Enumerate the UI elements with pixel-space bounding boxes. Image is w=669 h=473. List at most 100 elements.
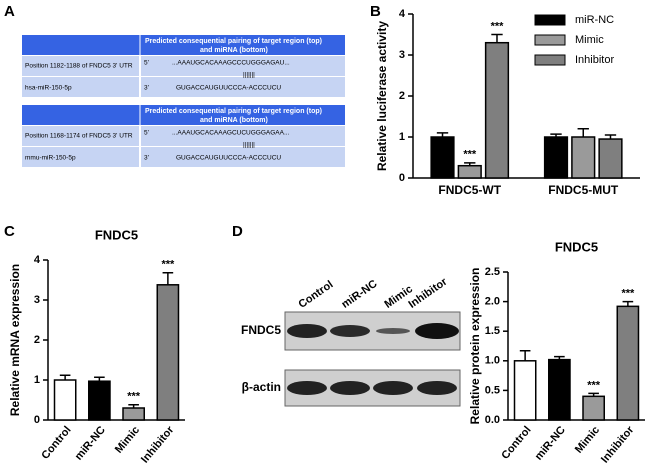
table-row bbox=[141, 56, 345, 76]
band bbox=[373, 381, 413, 395]
bar bbox=[122, 407, 145, 421]
bar bbox=[53, 379, 77, 421]
target-seq: ...AAAUGCACAAAGCCCUGGGAGAU... bbox=[172, 60, 290, 67]
legend-swatch bbox=[534, 14, 566, 26]
error-bar bbox=[519, 349, 531, 361]
y-tick-label: 0 bbox=[399, 172, 405, 184]
error-bar bbox=[59, 374, 71, 380]
bar bbox=[457, 164, 482, 179]
x-tick-label: FNDC5-MUT bbox=[548, 183, 619, 197]
error-bar bbox=[588, 392, 599, 397]
header-text: Predicted consequential pairing of targe… bbox=[145, 108, 322, 115]
panel-letters: A B C D bbox=[4, 3, 381, 240]
lane-label: Control bbox=[297, 279, 336, 311]
x-tick-label: Control bbox=[499, 424, 533, 462]
bar bbox=[571, 136, 596, 179]
table-header bbox=[22, 105, 345, 125]
panel-letter: C bbox=[4, 223, 15, 240]
y-tick-label: 1.5 bbox=[485, 325, 500, 337]
seq-end: 3' bbox=[144, 85, 149, 92]
mirna-seq: GUGACCAUGUUCCCA-ACCCUCU bbox=[176, 85, 281, 92]
error-bar bbox=[491, 33, 503, 43]
y-tick-label: 0 bbox=[34, 414, 40, 426]
bar bbox=[548, 358, 571, 421]
legend-label: Inhibitor bbox=[575, 54, 614, 66]
pairing: ||||||| bbox=[243, 142, 255, 149]
y-tick-label: 0.5 bbox=[485, 384, 500, 396]
error-bar bbox=[94, 376, 105, 382]
x-tick-label: Mimic bbox=[573, 424, 602, 456]
y-tick-label: 4 bbox=[399, 8, 406, 20]
table-row bbox=[141, 126, 345, 146]
band bbox=[330, 381, 370, 395]
y-axis-label: Relative protein expression bbox=[468, 268, 482, 425]
x-tick-label: miR-NC bbox=[533, 424, 568, 463]
position: Position 1168-1174 of FNDC5 3' UTR bbox=[25, 133, 133, 140]
header-text: and miRNA (bottom) bbox=[200, 47, 268, 54]
band bbox=[376, 328, 410, 334]
header-text: and miRNA (bottom) bbox=[200, 117, 268, 124]
chart-title: FNDC5 bbox=[555, 239, 598, 254]
y-tick-label: 2 bbox=[34, 334, 40, 346]
blot-row-label: FNDC5 bbox=[241, 323, 281, 337]
error-bar bbox=[128, 404, 139, 408]
header-text: Predicted consequential pairing of targe… bbox=[145, 38, 322, 45]
table-row bbox=[141, 147, 345, 167]
band bbox=[287, 381, 327, 395]
table-row bbox=[22, 56, 139, 76]
seq-end: 5' bbox=[144, 130, 149, 137]
bar bbox=[430, 136, 455, 179]
significance: *** bbox=[621, 288, 635, 300]
band bbox=[417, 381, 457, 395]
legend-swatch bbox=[534, 54, 566, 66]
table-row bbox=[22, 126, 139, 146]
error-bar bbox=[554, 355, 565, 360]
bar bbox=[484, 41, 510, 179]
y-tick-label: 0.0 bbox=[485, 414, 500, 426]
table-row bbox=[22, 77, 139, 97]
y-tick-label: 1.0 bbox=[485, 355, 500, 367]
error-bar bbox=[622, 300, 634, 307]
seq-end: 5' bbox=[144, 60, 149, 67]
western-blot: FNDC5 β-actin Control miR-NC Mimic Inhib… bbox=[241, 275, 461, 407]
y-tick-label: 2 bbox=[399, 90, 405, 102]
y-tick-label: 1 bbox=[34, 374, 40, 386]
position: Position 1182-1188 of FNDC5 3' UTR bbox=[25, 63, 133, 70]
bar bbox=[616, 305, 640, 421]
legend-label: Mimic bbox=[575, 34, 604, 46]
pairing: ||||||| bbox=[243, 72, 255, 79]
x-tick-label: miR-NC bbox=[73, 424, 108, 463]
bar bbox=[156, 284, 180, 421]
y-tick-label: 1 bbox=[399, 131, 405, 143]
panel-letter: B bbox=[370, 3, 381, 20]
x-tick-label: Control bbox=[39, 424, 73, 462]
bar bbox=[543, 136, 569, 179]
error-bar bbox=[162, 272, 174, 285]
table-header bbox=[22, 35, 345, 55]
legend-label: miR-NC bbox=[575, 14, 614, 26]
seq-end: 3' bbox=[144, 155, 149, 162]
error-bar bbox=[577, 128, 589, 137]
error-bar bbox=[604, 134, 617, 140]
bar bbox=[88, 380, 111, 421]
lane-label: miR-NC bbox=[340, 278, 380, 311]
x-tick-label: Inhibitor bbox=[139, 424, 177, 466]
significance: *** bbox=[587, 379, 601, 391]
band bbox=[415, 323, 459, 339]
x-tick-label: FNDC5-WT bbox=[438, 183, 501, 197]
error-bar bbox=[464, 162, 476, 166]
blot-row-label: β-actin bbox=[242, 380, 281, 394]
table-row bbox=[141, 77, 345, 97]
y-tick-label: 3 bbox=[34, 294, 40, 306]
mirna-seq: GUGACCAUGUUCCCA-ACCCUCU bbox=[176, 155, 281, 162]
error-bar bbox=[436, 132, 449, 137]
y-axis-label: Relative mRNA expression bbox=[8, 264, 22, 416]
band bbox=[287, 324, 327, 338]
pairing-tables: Predicted consequential pairing of targe… bbox=[22, 35, 345, 167]
mirna-name: hsa-miR-150-5p bbox=[25, 85, 72, 92]
mirna-name: mmu-miR-150-5p bbox=[25, 155, 76, 162]
panel-letter: A bbox=[4, 3, 15, 20]
x-tick-label: Inhibitor bbox=[599, 424, 637, 466]
legend-swatch bbox=[534, 34, 566, 46]
